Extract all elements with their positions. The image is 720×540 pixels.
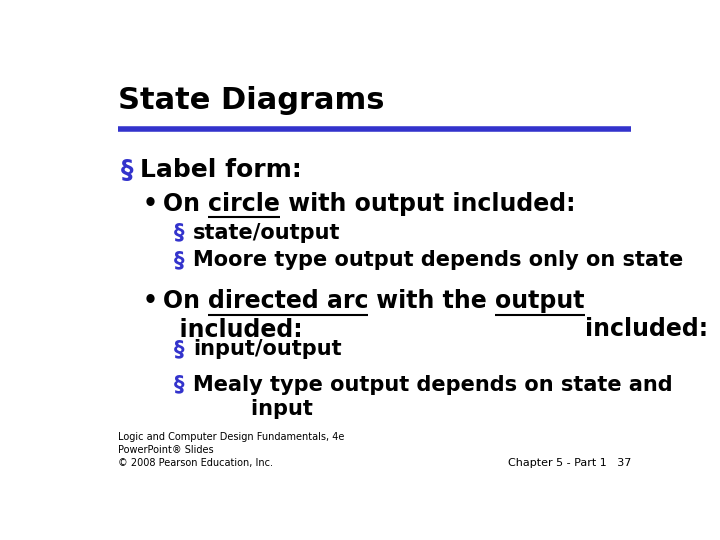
Text: §: § bbox=[121, 158, 133, 183]
Text: Chapter 5 - Part 1   37: Chapter 5 - Part 1 37 bbox=[508, 458, 631, 468]
Text: Moore type output depends only on state: Moore type output depends only on state bbox=[193, 250, 683, 270]
Text: state/output: state/output bbox=[193, 223, 341, 243]
Text: §: § bbox=[174, 375, 184, 395]
Text: On: On bbox=[163, 192, 208, 215]
Text: Logic and Computer Design Fundamentals, 4e
PowerPoint® Slides
© 2008 Pearson Edu: Logic and Computer Design Fundamentals, … bbox=[118, 431, 344, 468]
Text: State Diagrams: State Diagrams bbox=[118, 85, 384, 114]
Text: •: • bbox=[143, 289, 158, 313]
Text: directed arc: directed arc bbox=[208, 289, 369, 313]
Text: input/output: input/output bbox=[193, 339, 342, 359]
Text: included:: included: bbox=[163, 319, 302, 342]
Text: with output included:: with output included: bbox=[279, 192, 575, 215]
Text: output: output bbox=[495, 289, 585, 313]
Text: On: On bbox=[163, 289, 208, 313]
Text: included:: included: bbox=[585, 289, 708, 341]
Text: §: § bbox=[174, 250, 184, 270]
Text: Mealy type output depends on state and
        input: Mealy type output depends on state and i… bbox=[193, 375, 673, 420]
Text: §: § bbox=[174, 339, 184, 359]
Text: Label form:: Label form: bbox=[140, 158, 302, 183]
Text: with the: with the bbox=[369, 289, 495, 313]
Text: circle: circle bbox=[208, 192, 279, 215]
Text: §: § bbox=[174, 223, 184, 243]
Text: •: • bbox=[143, 192, 158, 215]
